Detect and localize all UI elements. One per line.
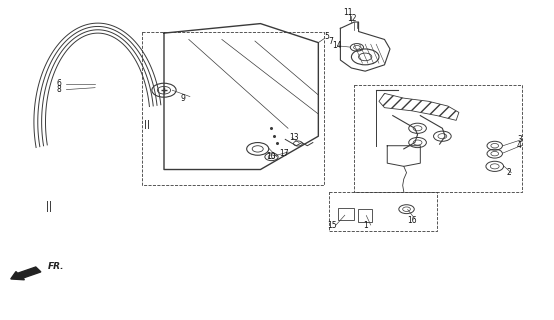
Text: 7: 7: [328, 37, 333, 46]
Text: 11: 11: [343, 8, 352, 17]
Text: 9: 9: [181, 94, 186, 103]
Text: 17: 17: [279, 149, 289, 158]
Text: 16: 16: [407, 216, 417, 225]
Text: 6: 6: [57, 79, 61, 88]
Text: 13: 13: [289, 133, 299, 142]
Text: FR.: FR.: [48, 262, 64, 271]
Bar: [337, 208, 354, 220]
Text: 8: 8: [57, 85, 61, 94]
Text: 14: 14: [332, 41, 341, 50]
FancyArrow shape: [11, 267, 41, 280]
Text: 10: 10: [266, 152, 276, 161]
Bar: [358, 209, 372, 222]
Text: 3: 3: [517, 135, 522, 144]
Text: 12: 12: [347, 14, 357, 23]
Text: 1: 1: [363, 220, 367, 229]
Text: 5: 5: [324, 32, 329, 41]
Text: 2: 2: [506, 168, 511, 177]
Text: 4: 4: [517, 141, 522, 150]
Text: 15: 15: [327, 220, 337, 229]
